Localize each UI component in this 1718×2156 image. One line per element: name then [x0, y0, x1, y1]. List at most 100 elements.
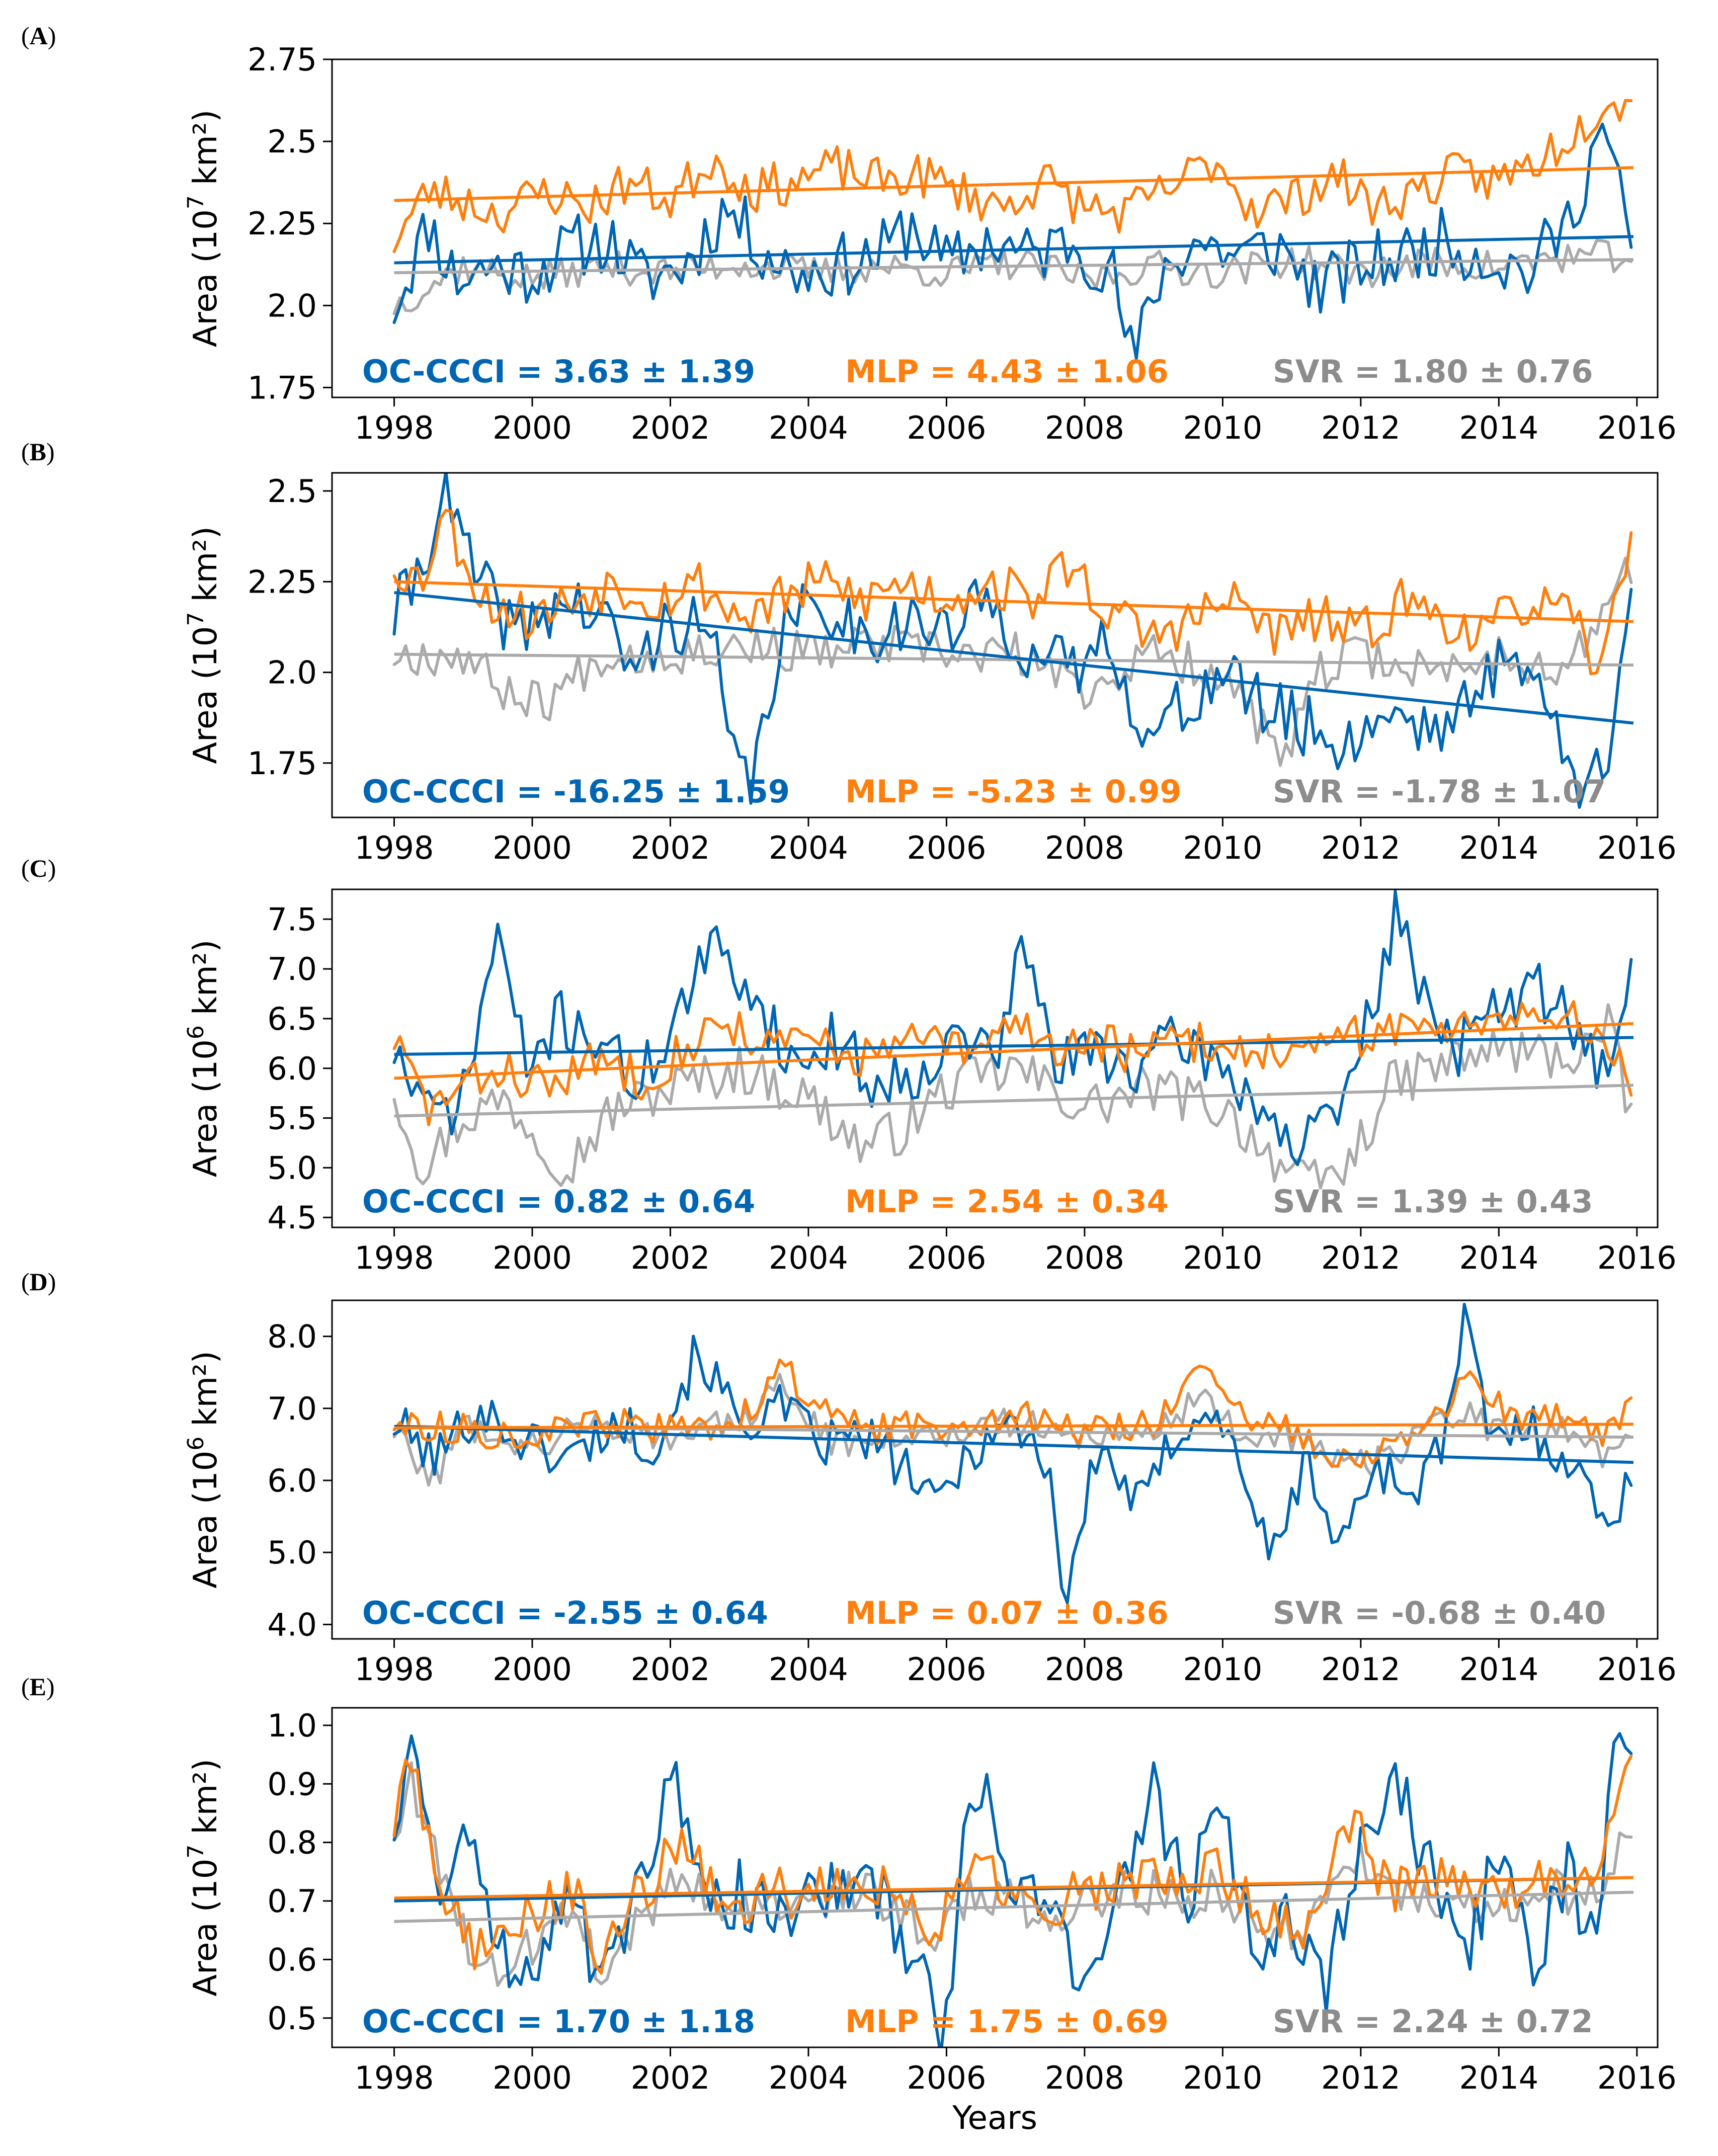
series-line-svr — [392, 1003, 1633, 1190]
x-tick-label: 2002 — [631, 1239, 710, 1276]
y-tick-label: 7.0 — [267, 1390, 317, 1427]
x-tick-label: 2006 — [907, 1239, 987, 1276]
panel-label: (B) — [21, 438, 55, 466]
trend-annotation-oc-ccci: OC-CCCI = 0.82 ± 0.64 — [362, 1183, 755, 1220]
series-line-mlp — [392, 99, 1633, 254]
y-tick-label: 0.9 — [267, 1766, 317, 1802]
x-tick-label: 2016 — [1597, 1651, 1677, 1688]
trend-annotation-mlp: MLP = 1.75 ± 0.69 — [845, 2003, 1169, 2040]
y-tick-label: 1.0 — [267, 1707, 317, 1744]
trend-line-svr — [394, 652, 1633, 667]
y-tick-label: 0.6 — [267, 1941, 317, 1978]
series-line-oc-ccci — [392, 1302, 1633, 1605]
x-tick-label: 2012 — [1321, 830, 1401, 866]
trend-line-mlp — [394, 166, 1634, 202]
x-tick-label: 1998 — [355, 830, 434, 866]
y-tick-label: 2.0 — [267, 287, 317, 324]
x-tick-label: 1998 — [355, 1651, 434, 1688]
trend-line-mlp — [394, 1876, 1634, 1900]
trend-annotation-oc-ccci: OC-CCCI = -2.55 ± 0.64 — [362, 1595, 768, 1631]
series-line-mlp — [392, 1754, 1633, 1975]
x-tick-label: 2016 — [1597, 1239, 1677, 1276]
x-tick-label: 2012 — [1321, 2059, 1401, 2096]
x-tick-label: 2012 — [1321, 1651, 1401, 1688]
trend-annotation-svr: SVR = 1.39 ± 0.43 — [1273, 1183, 1593, 1220]
x-tick-label: 2010 — [1183, 1239, 1262, 1276]
y-tick-label: 5.0 — [267, 1534, 317, 1571]
x-tick-label: 2016 — [1597, 830, 1677, 866]
x-tick-label: 2002 — [631, 2059, 710, 2096]
trend-line-svr — [394, 1890, 1634, 1923]
y-tick-label: 6.0 — [267, 1050, 317, 1087]
x-tick-label: 2006 — [907, 2059, 987, 2096]
x-tick-label: 2000 — [493, 2059, 572, 2096]
panel-E: (E) 0.5 0.6 0.7 0.8 0.9 1.0 1998 2000 2002 2004 200… — [21, 1673, 1677, 2096]
x-tick-label: 2004 — [769, 830, 848, 866]
series-line-oc-ccci — [392, 1732, 1633, 2047]
panel-C: (C) 4.5 5.0 5.5 6.0 6.5 7.0 7.5 1998 2000 2002 2004… — [21, 854, 1677, 1276]
panel-label: (E) — [21, 1673, 55, 1701]
y-axis-label: Area (107 km²) — [183, 526, 224, 764]
trend-annotation-mlp: MLP = 2.54 ± 0.34 — [845, 1183, 1169, 1220]
trend-line-svr — [394, 1084, 1634, 1118]
series-line-svr — [392, 238, 1633, 315]
trend-annotation-mlp: MLP = 0.07 ± 0.36 — [845, 1595, 1169, 1631]
y-axis-label: Area (107 km²) — [183, 1759, 224, 1996]
x-tick-label: 2014 — [1459, 409, 1538, 446]
x-tick-label: 2006 — [907, 830, 987, 866]
trend-annotation-svr: SVR = -0.68 ± 0.40 — [1273, 1595, 1606, 1631]
x-tick-label: 2014 — [1459, 1651, 1538, 1688]
x-tick-label: 2000 — [493, 1239, 572, 1276]
plot-frame — [331, 1707, 1659, 2048]
x-tick-label: 2000 — [493, 409, 572, 446]
trend-line-mlp — [394, 1423, 1633, 1430]
trend-line-mlp — [394, 580, 1634, 623]
x-tick-label: 2006 — [907, 1651, 987, 1688]
series-group — [392, 99, 1634, 360]
series-line-mlp — [392, 1000, 1633, 1126]
y-tick-label: 0.8 — [267, 1825, 317, 1861]
series-group — [392, 1732, 1634, 2047]
x-tick-label: 2016 — [1597, 2059, 1677, 2096]
series-group — [392, 473, 1634, 809]
plot-frame — [331, 1299, 1659, 1640]
y-axis-label: Area (106 km²) — [183, 940, 224, 1177]
series-group — [392, 1302, 1634, 1605]
x-tick-label: 1998 — [355, 2059, 434, 2096]
x-tick-label: 2008 — [1045, 2059, 1124, 2096]
y-tick-label: 2.75 — [248, 41, 317, 78]
trend-annotation-oc-ccci: OC-CCCI = -16.25 ± 1.59 — [362, 773, 790, 810]
x-tick-label: 2010 — [1183, 2059, 1262, 2096]
y-tick-label: 2.25 — [248, 205, 317, 242]
x-tick-label: 2002 — [631, 1651, 710, 1688]
y-tick-label: 5.5 — [267, 1100, 317, 1137]
trend-annotation-mlp: MLP = 4.43 ± 1.06 — [845, 353, 1169, 390]
x-tick-label: 1998 — [355, 1239, 434, 1276]
trend-annotation-oc-ccci: OC-CCCI = 3.63 ± 1.39 — [362, 353, 755, 390]
x-tick-label: 2004 — [769, 1651, 848, 1688]
trend-line-oc-ccci — [394, 235, 1634, 265]
y-axis-label: Area (107 km²) — [183, 110, 224, 347]
x-tick-label: 2008 — [1045, 1239, 1124, 1276]
trend-annotation-oc-ccci: OC-CCCI = 1.70 ± 1.18 — [362, 2003, 755, 2040]
x-tick-label: 2000 — [493, 1651, 572, 1688]
x-tick-label: 2006 — [907, 409, 987, 446]
panel-label: (D) — [21, 1268, 56, 1296]
y-tick-label: 7.5 — [267, 901, 317, 938]
x-tick-label: 2008 — [1045, 409, 1124, 446]
x-tick-label: 1998 — [355, 409, 434, 446]
y-tick-label: 1.75 — [248, 369, 317, 406]
trend-line-oc-ccci — [394, 1425, 1634, 1464]
y-tick-label: 8.0 — [267, 1318, 317, 1355]
x-tick-label: 2004 — [769, 2059, 848, 2096]
x-tick-label: 2012 — [1321, 409, 1401, 446]
x-tick-label: 2012 — [1321, 1239, 1401, 1276]
x-tick-label: 2000 — [493, 830, 572, 866]
y-tick-label: 0.7 — [267, 1883, 317, 1920]
x-tick-label: 2002 — [631, 409, 710, 446]
plot-frame — [331, 472, 1659, 818]
trend-annotation-svr: SVR = -1.78 ± 1.07 — [1273, 773, 1606, 810]
panel-B: (B) 1.75 2.0 2.25 2.5 1998 2000 2002 2004 2006 200… — [21, 438, 1677, 866]
y-tick-label: 2.0 — [267, 654, 317, 691]
plot-frame — [331, 58, 1659, 398]
